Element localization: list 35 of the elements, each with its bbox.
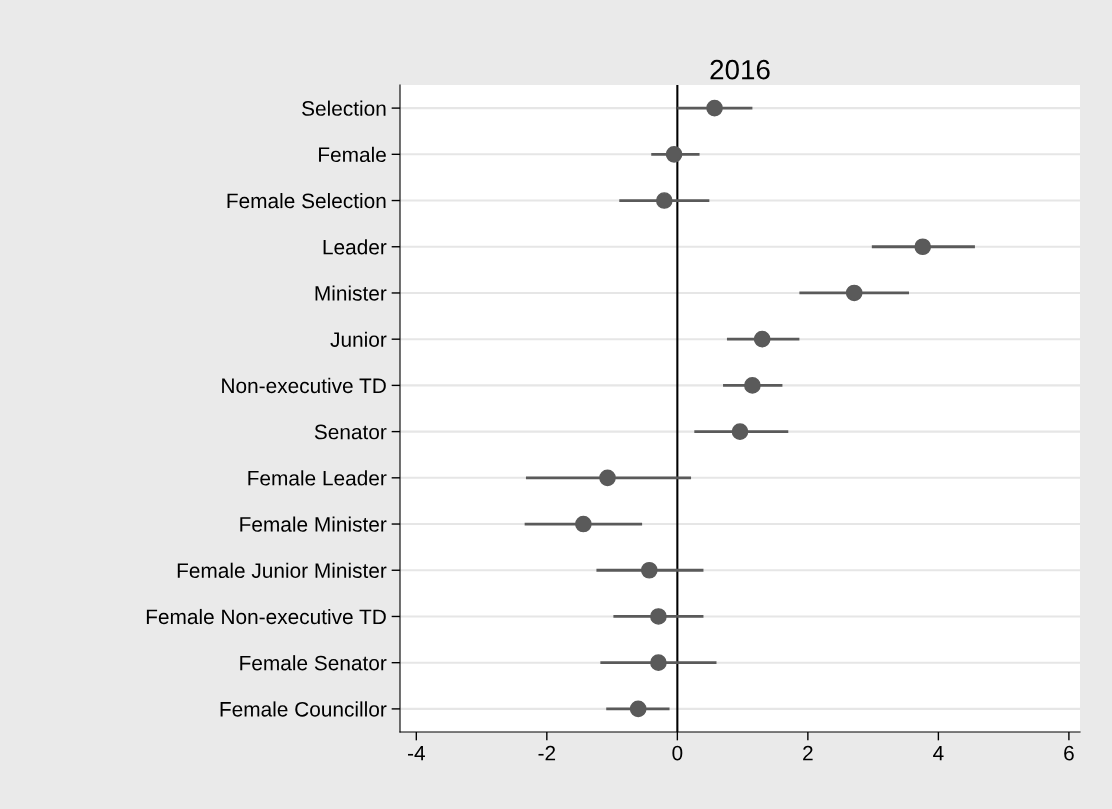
- y-tick-label: Female: [319, 146, 386, 163]
- y-tick-label: Selection: [302, 100, 386, 116]
- point: [665, 145, 683, 163]
- x-tick-label: 2: [803, 745, 813, 761]
- x-tick-label: -4: [407, 745, 425, 761]
- point: [655, 192, 673, 209]
- x-tick-label: 0: [672, 745, 683, 761]
- y-tick-label: Female Selection: [227, 192, 386, 209]
- point: [599, 469, 616, 487]
- y-tick-label: Minister: [315, 285, 387, 301]
- y-tick-label: Female Leader: [248, 470, 387, 486]
- point: [914, 238, 932, 256]
- point: [650, 654, 667, 672]
- x-tick-label: -2: [538, 745, 556, 761]
- point: [845, 284, 863, 302]
- y-tick-label: Senator: [314, 424, 387, 440]
- y-tick-label: Female Minister: [240, 516, 387, 532]
- point: [640, 561, 658, 579]
- x-tick-label: 6: [1064, 745, 1074, 761]
- x-tick-label: 4: [933, 745, 944, 761]
- point: [753, 330, 771, 348]
- y-tick-label: Female Junior Minister: [177, 562, 387, 578]
- point: [744, 377, 761, 394]
- point: [629, 700, 647, 718]
- y-tick-label: Female Senator: [240, 655, 387, 671]
- chart-title: 2016: [710, 59, 770, 80]
- y-tick-label: Female Non-executive TD: [146, 608, 386, 625]
- y-tick-label: Female Councillor: [220, 701, 387, 717]
- point: [731, 423, 749, 440]
- y-tick-label: Non-executive TD: [222, 377, 386, 394]
- point: [650, 608, 667, 625]
- y-tick-label: Junior: [330, 331, 387, 347]
- point: [575, 515, 592, 533]
- point: [706, 99, 723, 117]
- y-tick-label: Leader: [323, 239, 387, 255]
